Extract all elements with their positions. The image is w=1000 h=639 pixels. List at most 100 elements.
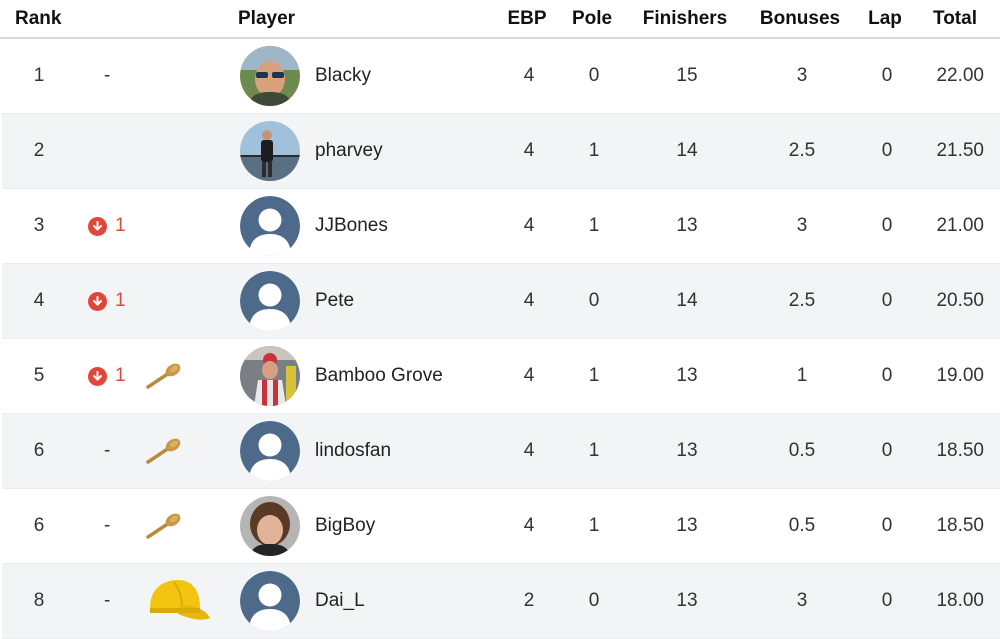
lap-value: 0	[881, 365, 893, 386]
ebp-value: 4	[523, 140, 535, 161]
total-value: 18.50	[936, 440, 984, 461]
player-name[interactable]: Pete	[315, 290, 355, 311]
column-header-player[interactable]: Player	[238, 8, 296, 29]
total-value: 21.50	[936, 140, 984, 161]
rank-value: 5	[33, 365, 45, 386]
table-row[interactable]: 2 pharvey 4 1 14 2.5 0 21.50	[2, 114, 1000, 189]
table-row[interactable]: 6 - lindosfan 4 1 13 0.5 0 18.50	[2, 414, 1000, 489]
ebp-value: 4	[523, 65, 535, 86]
finishers-value: 13	[676, 440, 698, 461]
wooden-spoon-icon	[145, 489, 183, 563]
avatar[interactable]	[240, 496, 300, 556]
ebp-value: 2	[523, 590, 535, 611]
table-row[interactable]: 3 1 JJBones 4 1 13 3 0 21.00	[2, 189, 1000, 264]
rank-value: 6	[33, 515, 45, 536]
bonuses-value: 1	[796, 365, 808, 386]
finishers-value: 13	[676, 215, 698, 236]
wooden-spoon-icon	[145, 339, 183, 413]
rank-value: 6	[33, 440, 45, 461]
total-value: 20.50	[936, 290, 984, 311]
table-row[interactable]: 6 - BigBoy 4 1 13 0.5 0 18.50	[2, 489, 1000, 564]
pole-value: 1	[588, 140, 600, 161]
pole-value: 1	[588, 365, 600, 386]
avatar[interactable]	[240, 46, 300, 106]
bonuses-value: 0.5	[788, 515, 816, 536]
finishers-value: 13	[676, 365, 698, 386]
column-header-rank[interactable]: Rank	[15, 8, 62, 29]
finishers-value: 13	[676, 590, 698, 611]
rank-change-none: -	[104, 590, 111, 611]
rank-change-down: 1	[88, 264, 126, 338]
column-header-lap[interactable]: Lap	[868, 8, 902, 29]
total-value: 18.00	[936, 590, 984, 611]
pole-value: 0	[588, 590, 600, 611]
pole-value: 0	[588, 290, 600, 311]
rank-value: 2	[33, 140, 45, 161]
rank-change-value: 1	[115, 365, 126, 386]
column-header-pole[interactable]: Pole	[571, 8, 613, 29]
ebp-value: 4	[523, 515, 535, 536]
player-name[interactable]: Dai_L	[315, 590, 365, 611]
avatar[interactable]	[240, 346, 300, 406]
avatar[interactable]	[240, 271, 300, 331]
table-header: Rank Player EBP Pole Finishers Bonuses L…	[0, 0, 1000, 39]
table-row[interactable]: 5 1 Bamboo Grove 4 1 13 1 0 19.00	[2, 339, 1000, 414]
pole-value: 1	[588, 215, 600, 236]
rank-value: 4	[33, 290, 45, 311]
bonuses-value: 3	[796, 590, 808, 611]
column-header-total[interactable]: Total	[933, 8, 977, 29]
finishers-value: 15	[676, 65, 698, 86]
arrow-down-circle-icon	[88, 216, 107, 236]
finishers-value: 14	[676, 140, 698, 161]
finishers-value: 14	[676, 290, 698, 311]
column-header-ebp[interactable]: EBP	[507, 8, 547, 29]
ebp-value: 4	[523, 290, 535, 311]
total-value: 21.00	[936, 215, 984, 236]
bonuses-value: 3	[796, 215, 808, 236]
avatar[interactable]	[240, 571, 300, 631]
lap-value: 0	[881, 515, 893, 536]
lap-value: 0	[881, 65, 893, 86]
rank-change-none: -	[104, 440, 111, 461]
avatar[interactable]	[240, 196, 300, 256]
player-name[interactable]: lindosfan	[315, 440, 392, 461]
lap-value: 0	[881, 440, 893, 461]
lap-value: 0	[881, 290, 893, 311]
finishers-value: 13	[676, 515, 698, 536]
bonuses-value: 2.5	[788, 140, 816, 161]
total-value: 22.00	[936, 65, 984, 86]
column-header-bonuses[interactable]: Bonuses	[759, 8, 841, 29]
rank-change-none: -	[104, 65, 111, 86]
table-row[interactable]: 1- Blacky 4 0 15 3 0 22.00	[2, 39, 1000, 114]
avatar[interactable]	[240, 421, 300, 481]
rank-value: 3	[33, 215, 45, 236]
arrow-down-circle-icon	[88, 291, 107, 311]
rank-change-down: 1	[88, 189, 126, 263]
player-name[interactable]: BigBoy	[315, 515, 376, 536]
player-name[interactable]: JJBones	[315, 215, 388, 236]
player-name[interactable]: Blacky	[315, 65, 371, 86]
lap-value: 0	[881, 215, 893, 236]
lap-value: 0	[881, 590, 893, 611]
bonuses-value: 0.5	[788, 440, 816, 461]
ebp-value: 4	[523, 215, 535, 236]
column-header-finishers[interactable]: Finishers	[642, 8, 728, 29]
total-value: 19.00	[936, 365, 984, 386]
rank-change-value: 1	[115, 215, 126, 236]
player-name[interactable]: Bamboo Grove	[315, 365, 443, 386]
table-row[interactable]: 4 1 Pete 4 0 14 2.5 0 20.50	[2, 264, 1000, 339]
rank-value: 8	[33, 590, 45, 611]
rank-change-none: -	[104, 515, 111, 536]
table-row[interactable]: 8 - Dai_L 2 0 13 3 0 18.00	[2, 564, 1000, 639]
player-name[interactable]: pharvey	[315, 140, 383, 161]
ebp-value: 4	[523, 365, 535, 386]
rank-value: 1	[33, 65, 45, 86]
total-value: 18.50	[936, 515, 984, 536]
rank-change-value: 1	[115, 290, 126, 311]
bonuses-value: 2.5	[788, 290, 816, 311]
pole-value: 1	[588, 515, 600, 536]
avatar[interactable]	[240, 121, 300, 181]
bonuses-value: 3	[796, 65, 808, 86]
pole-value: 1	[588, 440, 600, 461]
